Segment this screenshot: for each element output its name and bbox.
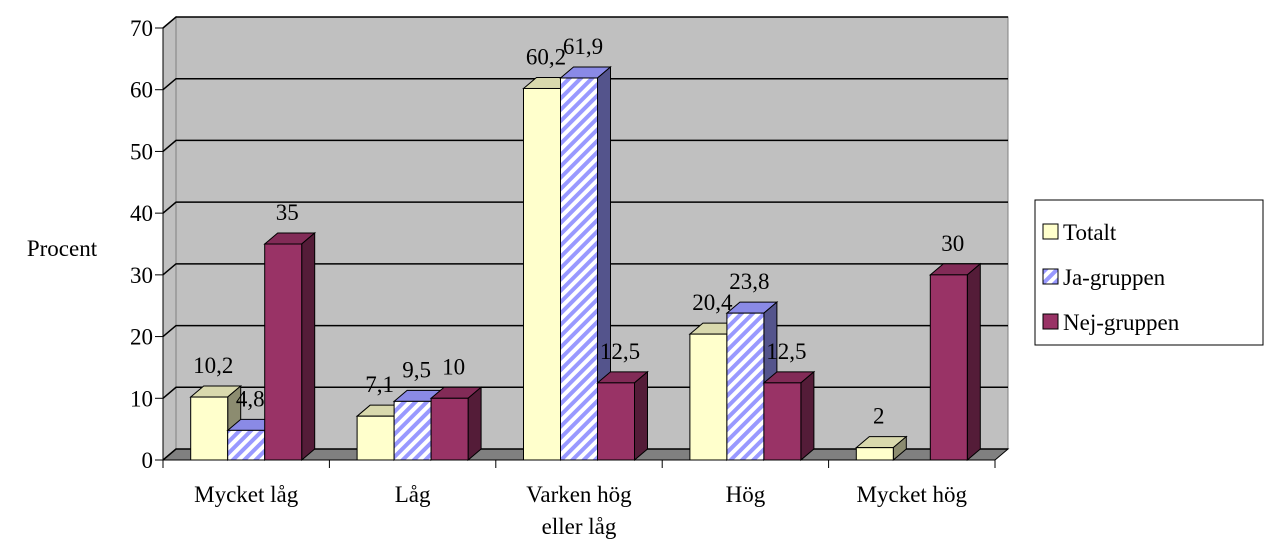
data-label: 12,5 — [766, 339, 806, 364]
data-label: 12,5 — [600, 339, 640, 364]
y-tick-label: 10 — [130, 386, 153, 411]
bar — [854, 435, 908, 462]
data-label: 23,8 — [729, 269, 769, 294]
y-tick-label: 40 — [130, 201, 153, 226]
data-label: 35 — [276, 200, 299, 225]
bar — [762, 370, 816, 462]
y-tick-label: 20 — [130, 325, 153, 350]
data-label: 30 — [941, 231, 964, 256]
bar — [596, 370, 649, 462]
legend — [1034, 199, 1264, 346]
legend-label: Nej-gruppen — [1063, 310, 1180, 335]
legend-label: Ja-gruppen — [1063, 265, 1166, 290]
data-label: 60,2 — [526, 44, 566, 69]
bar — [559, 65, 612, 462]
x-tick-label: Hög — [726, 482, 766, 507]
bar — [725, 301, 779, 462]
y-tick-label: 0 — [142, 448, 154, 473]
data-label: 61,9 — [563, 34, 603, 59]
x-tick-label: Mycket hög — [857, 482, 968, 507]
data-label: 20,4 — [692, 290, 733, 315]
legend-swatch — [1042, 268, 1059, 285]
x-tick-label: Varken hög eller låg — [526, 482, 632, 539]
x-tick-label: Mycket låg — [194, 482, 299, 507]
y-tick-label: 30 — [130, 263, 153, 288]
data-label: 9,5 — [402, 357, 431, 382]
data-label: 7,1 — [365, 372, 394, 397]
data-label: 2 — [873, 404, 885, 429]
y-tick-label: 70 — [130, 16, 153, 41]
grid-line — [162, 16, 1008, 29]
legend-swatch — [1042, 223, 1059, 240]
data-label: 4,8 — [236, 386, 265, 411]
grid-line — [162, 201, 1008, 214]
bar — [263, 231, 317, 462]
y-tick-label: 50 — [130, 139, 153, 164]
grid-line — [162, 263, 1008, 276]
x-tick-label: Låg — [395, 482, 431, 507]
data-label: 10 — [442, 354, 465, 379]
y-axis-label: Procent — [27, 236, 98, 261]
data-label: 10,2 — [193, 353, 233, 378]
legend-swatch — [1042, 313, 1059, 330]
bar — [928, 262, 982, 462]
legend-label: Totalt — [1063, 220, 1117, 245]
bar — [429, 386, 483, 462]
y-tick-label: 60 — [130, 78, 153, 103]
bar — [189, 384, 243, 462]
grid-line — [162, 139, 1008, 153]
grid-line — [162, 77, 1008, 91]
